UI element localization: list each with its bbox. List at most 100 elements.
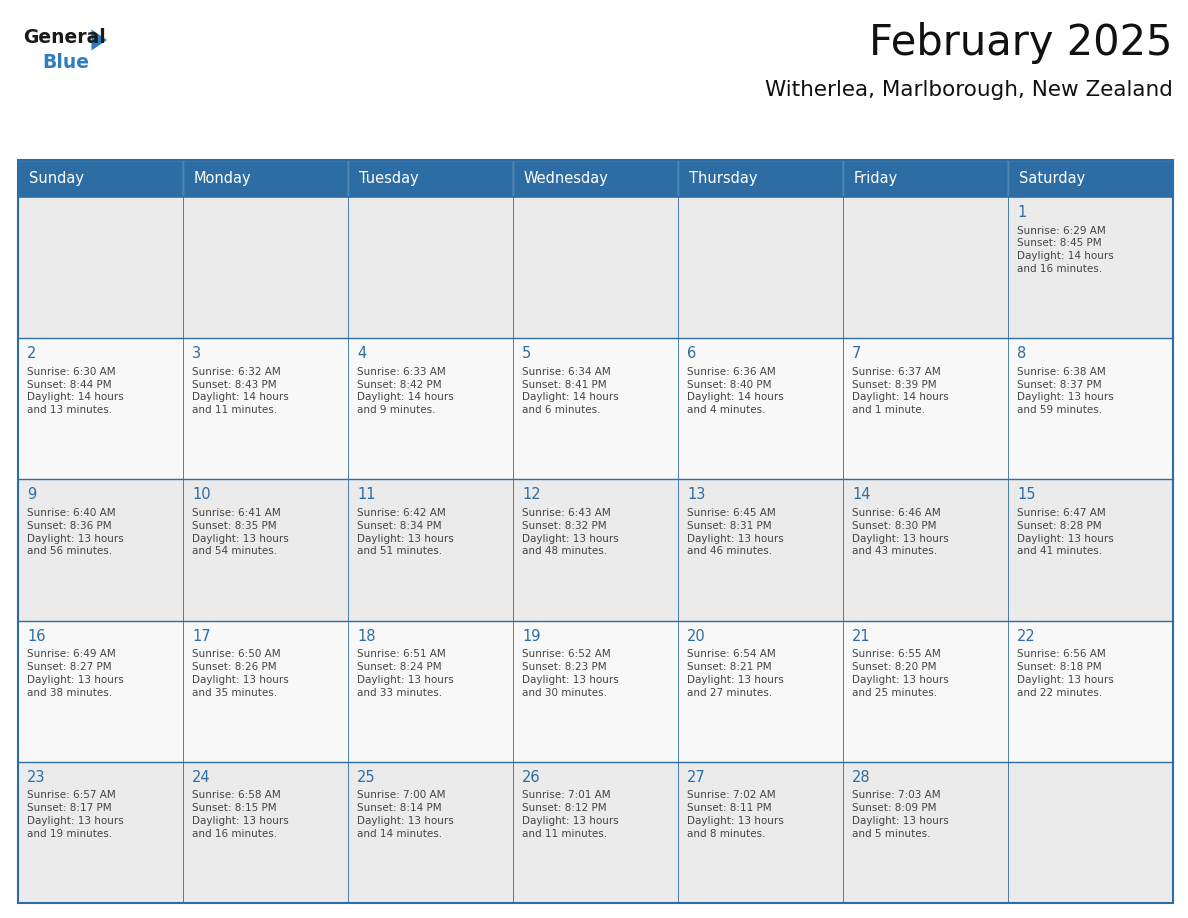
Text: 4: 4 xyxy=(358,346,366,361)
Text: Witherlea, Marlborough, New Zealand: Witherlea, Marlborough, New Zealand xyxy=(765,80,1173,100)
Bar xyxy=(843,762,1007,903)
Text: Sunrise: 6:37 AM
Sunset: 8:39 PM
Daylight: 14 hours
and 1 minute.: Sunrise: 6:37 AM Sunset: 8:39 PM Dayligh… xyxy=(852,366,949,415)
Text: 11: 11 xyxy=(358,487,375,502)
Bar xyxy=(513,338,678,479)
Text: Sunrise: 6:33 AM
Sunset: 8:42 PM
Daylight: 14 hours
and 9 minutes.: Sunrise: 6:33 AM Sunset: 8:42 PM Dayligh… xyxy=(358,366,454,415)
Text: 26: 26 xyxy=(522,770,541,785)
Text: Sunrise: 6:54 AM
Sunset: 8:21 PM
Daylight: 13 hours
and 27 minutes.: Sunrise: 6:54 AM Sunset: 8:21 PM Dayligh… xyxy=(687,649,784,698)
Text: 12: 12 xyxy=(522,487,541,502)
Bar xyxy=(18,160,1173,903)
Text: Sunrise: 6:36 AM
Sunset: 8:40 PM
Daylight: 14 hours
and 4 minutes.: Sunrise: 6:36 AM Sunset: 8:40 PM Dayligh… xyxy=(687,366,784,415)
Bar xyxy=(513,762,678,903)
Bar xyxy=(843,160,1007,197)
Text: 7: 7 xyxy=(852,346,861,361)
Text: 10: 10 xyxy=(192,487,210,502)
Text: 8: 8 xyxy=(1017,346,1026,361)
Polygon shape xyxy=(91,29,107,50)
Text: Sunrise: 6:57 AM
Sunset: 8:17 PM
Daylight: 13 hours
and 19 minutes.: Sunrise: 6:57 AM Sunset: 8:17 PM Dayligh… xyxy=(27,790,124,839)
Text: 15: 15 xyxy=(1017,487,1036,502)
Text: Sunrise: 6:55 AM
Sunset: 8:20 PM
Daylight: 13 hours
and 25 minutes.: Sunrise: 6:55 AM Sunset: 8:20 PM Dayligh… xyxy=(852,649,949,698)
Text: Sunrise: 6:29 AM
Sunset: 8:45 PM
Daylight: 14 hours
and 16 minutes.: Sunrise: 6:29 AM Sunset: 8:45 PM Dayligh… xyxy=(1017,226,1114,274)
Bar xyxy=(18,479,183,621)
Bar xyxy=(843,338,1007,479)
Bar xyxy=(843,621,1007,762)
Text: Sunday: Sunday xyxy=(29,171,84,186)
Text: 2: 2 xyxy=(27,346,37,361)
Bar xyxy=(513,160,678,197)
Bar xyxy=(1007,621,1173,762)
Text: Sunrise: 7:00 AM
Sunset: 8:14 PM
Daylight: 13 hours
and 14 minutes.: Sunrise: 7:00 AM Sunset: 8:14 PM Dayligh… xyxy=(358,790,454,839)
Bar xyxy=(348,762,513,903)
Text: 21: 21 xyxy=(852,629,871,644)
Bar xyxy=(678,197,843,338)
Text: Sunrise: 7:03 AM
Sunset: 8:09 PM
Daylight: 13 hours
and 5 minutes.: Sunrise: 7:03 AM Sunset: 8:09 PM Dayligh… xyxy=(852,790,949,839)
Text: Tuesday: Tuesday xyxy=(359,171,418,186)
Text: General: General xyxy=(23,28,106,47)
Text: Sunrise: 6:49 AM
Sunset: 8:27 PM
Daylight: 13 hours
and 38 minutes.: Sunrise: 6:49 AM Sunset: 8:27 PM Dayligh… xyxy=(27,649,124,698)
Bar xyxy=(18,621,183,762)
Bar xyxy=(678,479,843,621)
Bar xyxy=(183,338,348,479)
Text: 23: 23 xyxy=(27,770,45,785)
Text: 20: 20 xyxy=(687,629,706,644)
Text: Sunrise: 6:40 AM
Sunset: 8:36 PM
Daylight: 13 hours
and 56 minutes.: Sunrise: 6:40 AM Sunset: 8:36 PM Dayligh… xyxy=(27,508,124,556)
Text: Sunrise: 6:42 AM
Sunset: 8:34 PM
Daylight: 13 hours
and 51 minutes.: Sunrise: 6:42 AM Sunset: 8:34 PM Dayligh… xyxy=(358,508,454,556)
Bar xyxy=(1007,160,1173,197)
Text: 25: 25 xyxy=(358,770,375,785)
Bar xyxy=(183,621,348,762)
Bar xyxy=(1007,762,1173,903)
Bar xyxy=(18,338,183,479)
Text: Sunrise: 6:34 AM
Sunset: 8:41 PM
Daylight: 14 hours
and 6 minutes.: Sunrise: 6:34 AM Sunset: 8:41 PM Dayligh… xyxy=(522,366,619,415)
Text: 24: 24 xyxy=(192,770,210,785)
Text: Sunrise: 6:47 AM
Sunset: 8:28 PM
Daylight: 13 hours
and 41 minutes.: Sunrise: 6:47 AM Sunset: 8:28 PM Dayligh… xyxy=(1017,508,1114,556)
Text: Sunrise: 7:02 AM
Sunset: 8:11 PM
Daylight: 13 hours
and 8 minutes.: Sunrise: 7:02 AM Sunset: 8:11 PM Dayligh… xyxy=(687,790,784,839)
Text: 22: 22 xyxy=(1017,629,1036,644)
Bar xyxy=(348,479,513,621)
Text: 9: 9 xyxy=(27,487,37,502)
Bar xyxy=(513,621,678,762)
Text: Sunrise: 7:01 AM
Sunset: 8:12 PM
Daylight: 13 hours
and 11 minutes.: Sunrise: 7:01 AM Sunset: 8:12 PM Dayligh… xyxy=(522,790,619,839)
Bar xyxy=(678,160,843,197)
Text: Sunrise: 6:30 AM
Sunset: 8:44 PM
Daylight: 14 hours
and 13 minutes.: Sunrise: 6:30 AM Sunset: 8:44 PM Dayligh… xyxy=(27,366,124,415)
Text: Monday: Monday xyxy=(194,171,252,186)
Bar xyxy=(18,762,183,903)
Text: Sunrise: 6:58 AM
Sunset: 8:15 PM
Daylight: 13 hours
and 16 minutes.: Sunrise: 6:58 AM Sunset: 8:15 PM Dayligh… xyxy=(192,790,289,839)
Bar xyxy=(843,197,1007,338)
Text: Thursday: Thursday xyxy=(689,171,758,186)
Text: 3: 3 xyxy=(192,346,201,361)
Bar xyxy=(348,160,513,197)
Text: Friday: Friday xyxy=(854,171,898,186)
Text: Sunrise: 6:38 AM
Sunset: 8:37 PM
Daylight: 13 hours
and 59 minutes.: Sunrise: 6:38 AM Sunset: 8:37 PM Dayligh… xyxy=(1017,366,1114,415)
Text: 19: 19 xyxy=(522,629,541,644)
Bar xyxy=(18,160,183,197)
Text: 14: 14 xyxy=(852,487,871,502)
Bar xyxy=(183,197,348,338)
Text: 27: 27 xyxy=(687,770,706,785)
Bar xyxy=(1007,479,1173,621)
Bar xyxy=(678,621,843,762)
Text: Sunrise: 6:32 AM
Sunset: 8:43 PM
Daylight: 14 hours
and 11 minutes.: Sunrise: 6:32 AM Sunset: 8:43 PM Dayligh… xyxy=(192,366,289,415)
Bar xyxy=(183,160,348,197)
Text: Sunrise: 6:51 AM
Sunset: 8:24 PM
Daylight: 13 hours
and 33 minutes.: Sunrise: 6:51 AM Sunset: 8:24 PM Dayligh… xyxy=(358,649,454,698)
Text: Sunrise: 6:50 AM
Sunset: 8:26 PM
Daylight: 13 hours
and 35 minutes.: Sunrise: 6:50 AM Sunset: 8:26 PM Dayligh… xyxy=(192,649,289,698)
Text: 18: 18 xyxy=(358,629,375,644)
Bar xyxy=(843,479,1007,621)
Text: 13: 13 xyxy=(687,487,706,502)
Bar xyxy=(348,197,513,338)
Text: Sunrise: 6:43 AM
Sunset: 8:32 PM
Daylight: 13 hours
and 48 minutes.: Sunrise: 6:43 AM Sunset: 8:32 PM Dayligh… xyxy=(522,508,619,556)
Bar xyxy=(1007,338,1173,479)
Text: 1: 1 xyxy=(1017,205,1026,220)
Bar xyxy=(348,621,513,762)
Text: Wednesday: Wednesday xyxy=(524,171,609,186)
Bar xyxy=(678,338,843,479)
Bar xyxy=(513,197,678,338)
Bar xyxy=(348,338,513,479)
Text: February 2025: February 2025 xyxy=(870,22,1173,64)
Text: Sunrise: 6:46 AM
Sunset: 8:30 PM
Daylight: 13 hours
and 43 minutes.: Sunrise: 6:46 AM Sunset: 8:30 PM Dayligh… xyxy=(852,508,949,556)
Bar xyxy=(513,479,678,621)
Bar xyxy=(183,762,348,903)
Text: Blue: Blue xyxy=(42,53,89,73)
Text: Saturday: Saturday xyxy=(1019,171,1086,186)
Text: 5: 5 xyxy=(522,346,531,361)
Text: Sunrise: 6:56 AM
Sunset: 8:18 PM
Daylight: 13 hours
and 22 minutes.: Sunrise: 6:56 AM Sunset: 8:18 PM Dayligh… xyxy=(1017,649,1114,698)
